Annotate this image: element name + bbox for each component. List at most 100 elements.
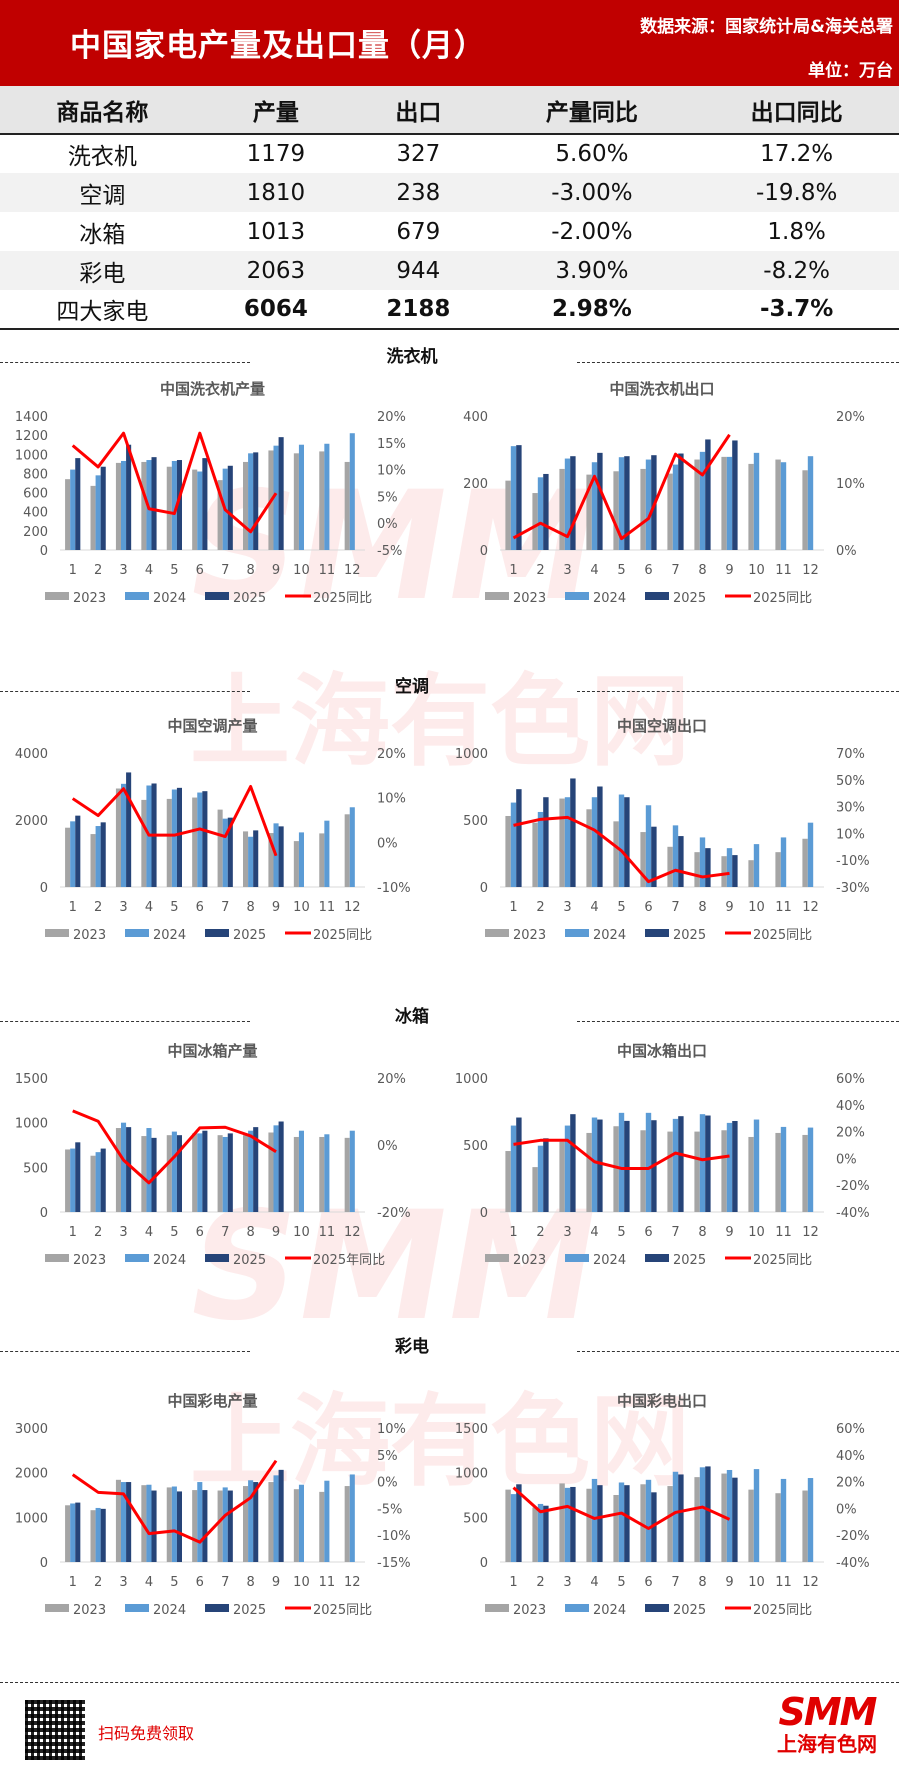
legend-label: 2023: [73, 1253, 106, 1268]
y2-tick-label: -20%: [836, 1179, 870, 1194]
bar-2024: [699, 837, 706, 887]
bar-2024: [537, 1145, 544, 1212]
y2-tick-label: 5%: [377, 1449, 398, 1464]
bar-2024: [699, 1114, 706, 1212]
y-tick-label: 0: [40, 1556, 48, 1571]
bar-2024: [753, 844, 760, 887]
bar-2025: [100, 1148, 106, 1212]
bar-2023: [694, 459, 700, 550]
bar-2024: [349, 433, 355, 550]
cell: 1013: [246, 218, 306, 245]
bar-2024: [349, 807, 355, 887]
bar-2023: [166, 1487, 172, 1562]
x-tick-label: 1: [509, 1575, 517, 1590]
cell: -19.8%: [694, 173, 899, 212]
y2-tick-label: -5%: [377, 1502, 402, 1517]
bar-2023: [293, 453, 299, 550]
bar-2024: [591, 1478, 598, 1562]
bar-2025: [202, 458, 208, 550]
cell: 洗衣机: [67, 144, 137, 170]
bar-2024: [222, 818, 228, 887]
y-tick-label: 1500: [15, 1072, 48, 1087]
chart-ac-production: 中国空调产量 0 2000 4000 -10% 0% 10% 20% 1 2 3 4 5 6 7 8 9 10 11…: [0, 715, 440, 965]
bar-2025: [624, 1485, 630, 1562]
x-tick-label: 9: [725, 1225, 733, 1240]
x-tick-label: 7: [221, 1575, 229, 1590]
bar-2023: [802, 470, 808, 550]
bar-2024: [807, 822, 814, 887]
chart-title: 中国彩电出口: [617, 1392, 707, 1410]
bar-2023: [141, 799, 147, 887]
bar-2025: [651, 1492, 657, 1562]
bar-2024: [121, 1482, 127, 1562]
x-tick-label: 8: [698, 900, 706, 915]
x-tick-label: 10: [748, 1575, 765, 1590]
y2-tick-label: 10%: [377, 792, 406, 807]
legend-label: 2025: [673, 1253, 706, 1268]
bar-2025: [543, 1505, 549, 1562]
x-tick-label: 4: [145, 1575, 153, 1590]
bar-2024: [222, 1487, 228, 1562]
cell: 6064: [204, 290, 348, 330]
x-tick-label: 7: [221, 563, 229, 578]
bar-2023: [166, 1135, 172, 1212]
x-tick-label: 12: [802, 900, 819, 915]
x-tick-label: 7: [671, 900, 679, 915]
x-tick-label: 11: [775, 1225, 792, 1240]
chart-fridge-export: 中国冰箱出口 0 500 1000 -40% -20% 0% 20% 40% 60% 1 2 3 4 5 6 7…: [440, 1040, 899, 1290]
x-tick-label: 9: [272, 1225, 280, 1240]
legend-label: 2023: [513, 591, 546, 606]
bar-2023: [243, 1135, 249, 1212]
x-tick-label: 8: [698, 1225, 706, 1240]
bar-2024: [753, 452, 760, 550]
x-tick-label: 4: [145, 900, 153, 915]
bar-2024: [807, 1478, 814, 1562]
bar-2025: [516, 789, 522, 887]
x-tick-label: 1: [509, 900, 517, 915]
legend-label: 2023: [513, 928, 546, 943]
y2-tick-label: 20%: [836, 1126, 865, 1141]
bar-2024: [197, 792, 203, 887]
y2-tick-label: 10%: [377, 1422, 406, 1437]
x-tick-label: 3: [563, 900, 571, 915]
x-tick-label: 7: [221, 1225, 229, 1240]
bar-2025: [543, 797, 549, 887]
bar-2023: [559, 468, 565, 550]
legend-swatch: [485, 1254, 509, 1262]
bar-2023: [613, 1126, 619, 1212]
legend-label: 2025: [233, 591, 266, 606]
legend-swatch: [645, 1254, 669, 1262]
bar-2025: [126, 1482, 132, 1562]
bar-2023: [90, 1510, 96, 1562]
bar-2023: [243, 1486, 249, 1562]
bar-2025: [227, 1133, 233, 1212]
y2-tick-label: -40%: [836, 1206, 870, 1221]
y2-tick-label: 20%: [377, 1072, 406, 1087]
y-tick-label: 0: [40, 1206, 48, 1221]
bar-2023: [217, 1490, 223, 1562]
bar-2025: [253, 1127, 259, 1212]
bar-2024: [324, 820, 330, 887]
legend-swatch: [45, 592, 69, 600]
bar-2025: [597, 452, 603, 550]
bar-2023: [505, 1489, 511, 1562]
bar-2023: [667, 846, 673, 887]
x-tick-label: 1: [69, 1225, 77, 1240]
x-tick-label: 8: [246, 900, 254, 915]
legend-label: 2025同比: [753, 1603, 812, 1618]
y2-tick-label: 10%: [836, 477, 865, 492]
x-tick-label: 8: [698, 563, 706, 578]
page-header: 中国家电产量及出口量（月） 数据来源：国家统计局&海关总署 单位：万台: [0, 0, 899, 86]
y2-tick-label: -20%: [377, 1206, 411, 1221]
section-divider: [577, 1351, 899, 1352]
bar-2024: [645, 1112, 652, 1212]
x-tick-label: 10: [293, 563, 310, 578]
bar-2025: [278, 1121, 284, 1212]
legend-swatch: [45, 1254, 69, 1262]
y-tick-label: 0: [480, 544, 488, 559]
qr-code-icon[interactable]: [25, 1700, 85, 1760]
bar-2024: [197, 1133, 203, 1212]
bar-2024: [298, 444, 304, 550]
